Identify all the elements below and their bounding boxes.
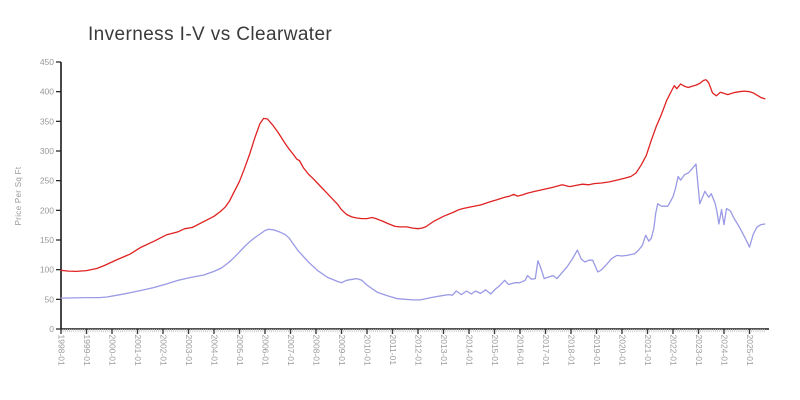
series-red-line <box>60 79 766 273</box>
x-tick-label: 2014-01 <box>465 335 475 366</box>
x-tick-label: 2025-01 <box>745 335 755 366</box>
x-tick-label: 2024-01 <box>720 335 730 366</box>
x-tick-label: 2019-01 <box>592 335 602 366</box>
y-tick-label: 150 <box>40 235 54 245</box>
x-tick-label: 2005-01 <box>235 335 245 366</box>
x-tick-label: 2013-01 <box>439 335 449 366</box>
y-tick-label: 250 <box>40 176 54 186</box>
y-tick-label: 400 <box>40 87 54 97</box>
x-tick-label: 2000-01 <box>108 335 118 366</box>
x-tick-label: 2003-01 <box>184 335 194 366</box>
series-blue-line <box>60 163 766 301</box>
y-tick-label: 0 <box>49 324 54 334</box>
series-group <box>60 79 766 301</box>
axes-group: 0 50 100 150 200 250 300 350 400 450 1998-01 1999-0… <box>40 57 769 366</box>
x-tick-label: 2016-01 <box>516 335 526 366</box>
x-tick-label: 2015-01 <box>490 335 500 366</box>
x-tick-label: 2012-01 <box>414 335 424 366</box>
x-tick-label: 2004-01 <box>210 335 220 366</box>
x-tick-label: 1998-01 <box>57 335 67 366</box>
x-tick-label: 2023-01 <box>694 335 704 366</box>
x-tick-label: 2002-01 <box>159 335 169 366</box>
y-tick-label: 350 <box>40 116 54 126</box>
x-tick-label: 2007-01 <box>286 335 296 366</box>
x-tick-label: 2009-01 <box>337 335 347 366</box>
y-tick-label: 50 <box>45 294 55 304</box>
chart-title: Inverness I-V vs Clearwater <box>88 24 333 45</box>
x-tick-label: 1999-01 <box>82 335 92 366</box>
x-tick-label: 2021-01 <box>643 335 653 366</box>
x-tick-label: 2020-01 <box>618 335 628 366</box>
x-tick-label: 2011-01 <box>388 335 398 366</box>
x-minor-ticks <box>62 329 765 333</box>
y-tick-label: 300 <box>40 146 54 156</box>
y-axis-label: Price Per Sq Ft <box>14 166 23 225</box>
y-tick-label: 100 <box>40 265 54 275</box>
y-tick-label: 200 <box>40 205 54 215</box>
x-tick-label: 2017-01 <box>541 335 551 366</box>
x-tick-label: 2008-01 <box>312 335 322 366</box>
x-tick-label: 2006-01 <box>261 335 271 366</box>
y-tick-label: 450 <box>40 57 54 67</box>
x-tick-label: 2010-01 <box>363 335 373 366</box>
x-tick-label: 2001-01 <box>133 335 143 366</box>
x-tick-label: 2022-01 <box>669 335 679 366</box>
x-tick-label: 2018-01 <box>567 335 577 366</box>
